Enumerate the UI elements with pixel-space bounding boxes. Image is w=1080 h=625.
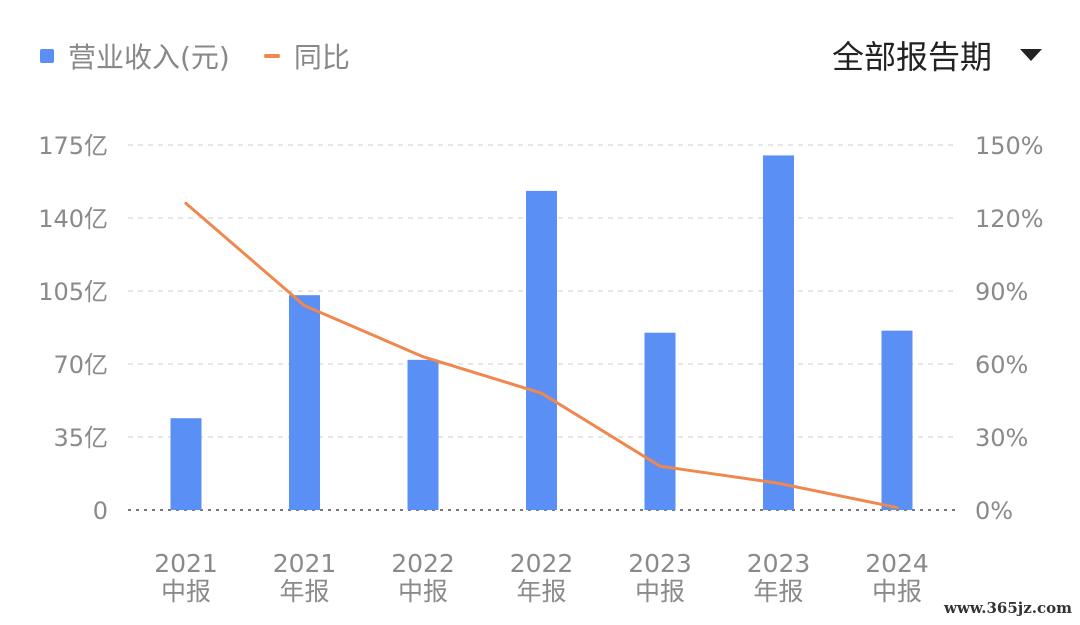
watermark: www.365jz.com [944, 599, 1072, 617]
y-right-tick-label: 60% [975, 351, 1028, 379]
revenue-bar [763, 155, 794, 510]
yoy-point [658, 464, 662, 468]
x-tick-label: 2023 [747, 549, 811, 578]
y-left-tick-label: 70亿 [53, 351, 108, 379]
report-period-dropdown[interactable]: 全部报告期 [832, 32, 1042, 78]
x-tick-label: 2024 [865, 549, 929, 578]
y-left-tick-label: 0 [93, 497, 108, 525]
y-right-tick-label: 30% [975, 424, 1028, 452]
legend-revenue-label: 营业收入(元) [68, 41, 230, 74]
x-tick-label: 2022 [391, 549, 455, 578]
x-tick-label: 年报 [279, 577, 329, 606]
revenue-bar [289, 295, 320, 510]
y-left-tick-label: 140亿 [38, 205, 108, 233]
legend-yoy-label: 同比 [293, 41, 350, 74]
yoy-point [184, 201, 188, 205]
x-tick-label: 年报 [753, 577, 803, 606]
x-tick-label: 2023 [628, 549, 692, 578]
legend-item-revenue[interactable]: 营业收入(元) [40, 36, 230, 76]
x-tick-label: 年报 [516, 577, 566, 606]
revenue-bar [170, 418, 202, 510]
revenue-bar [644, 332, 676, 510]
revenue-bar [881, 330, 913, 510]
x-tick-label: 2021 [273, 549, 337, 578]
y-left-tick-label: 35亿 [53, 424, 108, 452]
revenue-bar [407, 359, 439, 510]
caret-down-icon [1020, 49, 1042, 61]
x-tick-label: 2021 [154, 549, 218, 578]
yoy-point [777, 481, 780, 485]
x-tick-label: 中报 [398, 577, 448, 606]
x-tick-label: 2022 [510, 549, 574, 578]
chart-legend: 营业收入(元) 同比 [40, 36, 384, 76]
y-left-tick-label: 175亿 [38, 132, 108, 160]
x-tick-label: 中报 [635, 577, 685, 606]
legend-line-swatch [263, 54, 280, 58]
y-right-tick-label: 120% [975, 205, 1044, 233]
y-right-tick-label: 0% [975, 497, 1013, 525]
y-right-tick-label: 90% [975, 278, 1028, 306]
revenue-bar [526, 190, 557, 510]
yoy-point [303, 304, 306, 308]
legend-item-yoy[interactable]: 同比 [263, 36, 350, 76]
yoy-point [895, 506, 899, 510]
y-right-tick-label: 150% [975, 132, 1044, 160]
legend-bar-swatch [40, 49, 54, 63]
yoy-point [421, 355, 425, 359]
y-left-tick-label: 105亿 [38, 278, 108, 306]
yoy-point [540, 391, 543, 395]
report-period-label: 全部报告期 [831, 38, 992, 76]
x-tick-label: 中报 [161, 577, 211, 606]
x-tick-label: 中报 [872, 577, 922, 606]
